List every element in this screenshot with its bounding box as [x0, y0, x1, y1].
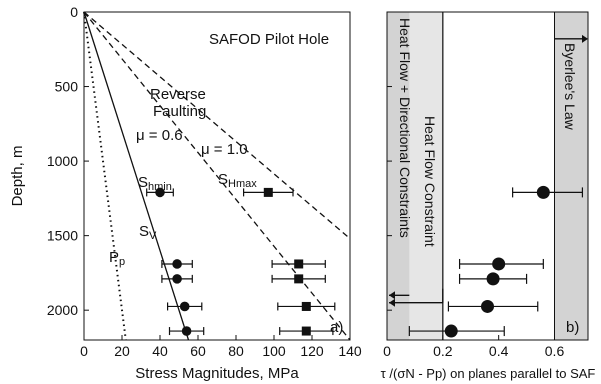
- shmax-point: [301, 301, 311, 311]
- label-pp: Pp: [109, 249, 125, 268]
- panel-a: 0 20 40 60 80 100 120 140 0 500 1000 1500 2000 SAFOD…: [9, 4, 362, 382]
- tau-point: [481, 299, 494, 313]
- tau-point: [444, 324, 458, 338]
- panel-b-xtick-label: 0.6: [545, 343, 565, 359]
- tau-point: [486, 272, 500, 286]
- line--0-6: [83, 11, 351, 341]
- shmax-point: [301, 326, 311, 336]
- band-label-heatflow-directional: Heat Flow + Directional Constraints: [397, 18, 413, 238]
- label-pp-main: P: [109, 249, 119, 266]
- label-pp-sub: p: [119, 256, 125, 268]
- band-2: [554, 12, 588, 340]
- panel-b-xtick-label: 0.4: [489, 343, 509, 359]
- panel-a-title: SAFOD Pilot Hole: [209, 31, 329, 48]
- arrow-head: [389, 291, 395, 300]
- label-shmax-sub: Hmax: [228, 178, 257, 190]
- shmax-point: [294, 259, 304, 269]
- panel-a-frame: [83, 11, 351, 341]
- shmax-point: [294, 274, 304, 284]
- band-label-heatflow: Heat Flow Constraint: [422, 116, 438, 247]
- arrow-head: [582, 34, 588, 43]
- line-sv: [83, 11, 190, 341]
- tau-point: [536, 185, 550, 199]
- panel-b-frame: [386, 11, 589, 341]
- line--1-0: [83, 11, 351, 240]
- label-shmin-sub: hmin: [148, 181, 172, 193]
- panel-a-xtick-label: 60: [190, 343, 206, 359]
- panel-b: 0 0.2 0.4 0.6 Heat Flow + Directional Const…: [381, 11, 596, 381]
- label-sv: SV: [139, 223, 157, 242]
- annotation-mu10: μ = 1.0: [201, 141, 248, 158]
- shmin-point: [181, 326, 192, 336]
- panel-a-ytick-label: 1500: [47, 228, 78, 244]
- annotation-mu06: μ = 0.6: [136, 127, 183, 144]
- label-shmax: SHmax: [218, 171, 257, 190]
- shmin-point: [155, 187, 165, 198]
- shmin-point: [172, 274, 182, 284]
- shmax-point: [263, 187, 273, 197]
- arrow-head: [389, 298, 395, 307]
- panel-a-label: a): [330, 319, 343, 336]
- panel-a-ytick-label: 500: [55, 79, 79, 95]
- panel-a-ylabel: Depth, m: [9, 146, 26, 207]
- panel-a-points: [146, 187, 336, 336]
- panel-a-ticks: 0 20 40 60 80 100 120 140 0 500 1000 1500 2000: [47, 4, 362, 359]
- panel-b-xtick-label: 0: [383, 343, 391, 359]
- label-sv-main: S: [139, 223, 149, 240]
- panel-a-xtick-label: 120: [300, 343, 324, 359]
- band-label-byerlee: Byerlee's Law: [562, 43, 578, 131]
- label-sv-sub: V: [149, 230, 157, 242]
- panel-a-xtick-label: 40: [152, 343, 168, 359]
- shmin-point: [179, 301, 190, 312]
- panel-b-xlabel: τ /(σN - Pp) on planes parallel to SAF: [381, 366, 596, 381]
- panel-b-xtick-label: 0.2: [433, 343, 453, 359]
- band-0: [387, 12, 410, 340]
- panel-a-ytick-label: 1000: [47, 153, 78, 169]
- annotation-reverse: Reverse: [150, 86, 206, 103]
- panel-b-bands: [386, 11, 588, 341]
- panel-a-lines: [83, 11, 351, 341]
- tau-point: [492, 257, 506, 271]
- label-shmax-main: S: [218, 171, 228, 188]
- panel-b-arrows: [389, 34, 588, 307]
- panel-a-xtick-label: 20: [114, 343, 130, 359]
- panel-a-xtick-label: 80: [228, 343, 244, 359]
- label-shmin-main: S: [138, 174, 148, 191]
- panel-b-points: [408, 185, 584, 338]
- panel-a-ytick-label: 0: [70, 4, 78, 20]
- panel-b-ticks: 0 0.2 0.4 0.6: [383, 11, 565, 359]
- panel-a-xlabel: Stress Magnitudes, MPa: [135, 365, 299, 382]
- panel-a-xtick-label: 100: [262, 343, 286, 359]
- annotation-faulting: Faulting: [153, 103, 206, 120]
- panel-a-ytick-label: 2000: [47, 302, 78, 318]
- panel-a-xtick-label: 0: [80, 343, 88, 359]
- panel-b-label: b): [566, 319, 579, 336]
- label-shmin: Shmin: [138, 174, 172, 193]
- shmin-point: [172, 259, 182, 269]
- line-pp: [83, 11, 127, 341]
- panel-a-xtick-label: 140: [338, 343, 362, 359]
